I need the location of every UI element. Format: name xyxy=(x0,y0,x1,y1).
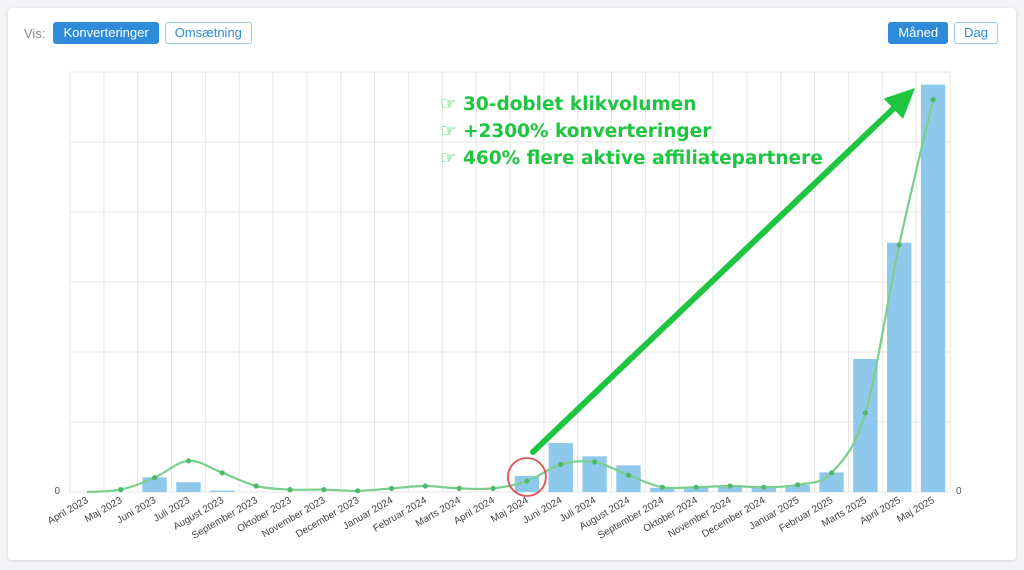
line-point-21 xyxy=(795,482,801,488)
chart-grid xyxy=(69,71,951,493)
line-point-9 xyxy=(388,485,395,491)
x-label-25: Maj 2025 xyxy=(895,495,937,525)
annotation-line-3: ☞ 460% flere aktive affiliatepartnere xyxy=(440,148,823,169)
line-point-23 xyxy=(862,410,868,416)
line-point-7 xyxy=(321,487,327,493)
bar-25 xyxy=(920,84,946,492)
line-point-12 xyxy=(490,485,496,491)
bar-17 xyxy=(650,487,675,492)
bar-19 xyxy=(717,485,743,492)
x-label-14: Juni 2024 xyxy=(521,495,564,526)
bar-3 xyxy=(176,482,201,492)
line-point-16 xyxy=(625,472,632,478)
bar-13 xyxy=(514,475,540,492)
line-points xyxy=(118,97,936,494)
growth-arrow xyxy=(529,88,916,455)
line-point-8 xyxy=(355,488,361,494)
line-point-22 xyxy=(828,470,835,476)
annotation-block: ☞ 30-doblet klikvolumen ☞ +2300% konvert… xyxy=(440,94,823,169)
annotation-line-2: ☞ +2300% konverteringer xyxy=(440,121,712,142)
line-point-14 xyxy=(558,461,564,467)
line-point-18 xyxy=(693,484,699,490)
line-point-11 xyxy=(456,485,462,491)
y2-axis-zero-label: 0 xyxy=(956,486,962,497)
line-point-15 xyxy=(592,459,598,465)
line-point-10 xyxy=(422,483,428,489)
tab-dag[interactable]: Dag xyxy=(954,22,998,44)
line-point-1 xyxy=(118,487,124,493)
line-point-24 xyxy=(896,242,902,248)
y-axis-zero-label: 0 xyxy=(54,486,60,497)
bar-4 xyxy=(210,490,235,492)
vis-label: Vis: xyxy=(24,25,46,41)
line-point-6 xyxy=(287,487,293,493)
line-point-20 xyxy=(761,484,767,490)
annotation-line-1: ☞ 30-doblet klikvolumen xyxy=(440,94,696,115)
line-point-19 xyxy=(727,483,733,489)
highlight-circle xyxy=(507,457,547,497)
line-point-5 xyxy=(253,483,259,489)
line-point-4 xyxy=(219,470,225,476)
line-point-17 xyxy=(659,484,665,490)
line-point-3 xyxy=(185,458,192,464)
tab-konverteringer[interactable]: Konverteringer xyxy=(53,22,159,44)
line-point-25 xyxy=(930,97,936,103)
arrow-head xyxy=(883,88,916,119)
arrow-shaft xyxy=(529,105,897,455)
tab-omsaetning[interactable]: Omsætning xyxy=(164,22,252,44)
bar-24 xyxy=(887,242,912,492)
bar-21 xyxy=(785,485,810,492)
x-label-2: Juni 2023 xyxy=(115,495,158,526)
period-toggle-group: Måned Dag xyxy=(888,22,998,44)
line-point-13 xyxy=(524,478,530,484)
x-label-0: April 2023 xyxy=(46,495,91,527)
tab-maaned[interactable]: Måned xyxy=(888,22,949,44)
line-point-2 xyxy=(152,475,158,481)
metric-toggle-group: Vis: Konverteringer Omsætning xyxy=(24,22,252,44)
